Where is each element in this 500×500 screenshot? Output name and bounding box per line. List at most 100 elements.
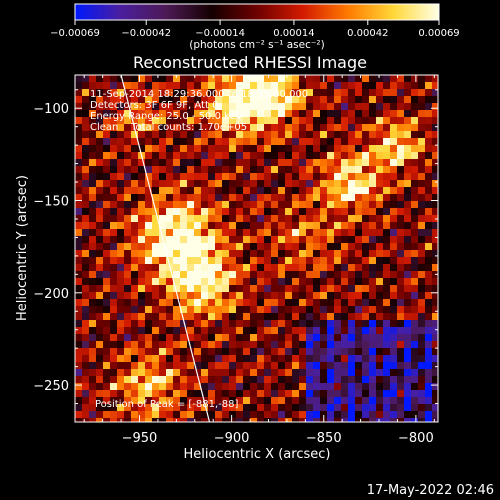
colorbar-tick-label: −0.00042 xyxy=(121,28,171,39)
heatmap-cell xyxy=(362,194,370,202)
heatmap-cell xyxy=(327,201,335,209)
heatmap-cell xyxy=(208,173,216,181)
heatmap-cell xyxy=(299,390,307,398)
heatmap-cell xyxy=(229,145,237,153)
heatmap-cell xyxy=(152,327,160,335)
heatmap-cell xyxy=(152,117,160,125)
heatmap-cell xyxy=(285,145,293,153)
heatmap-cell xyxy=(411,320,419,328)
heatmap-cell xyxy=(180,362,188,370)
heatmap-cell xyxy=(257,320,265,328)
heatmap-cell xyxy=(194,404,202,412)
heatmap-cell xyxy=(432,145,438,153)
heatmap-cell xyxy=(369,418,377,422)
heatmap-cell xyxy=(173,404,181,412)
heatmap-cell xyxy=(159,348,167,356)
heatmap-cell xyxy=(264,138,272,146)
heatmap-cell xyxy=(152,390,160,398)
heatmap-cell xyxy=(404,159,412,167)
heatmap-cell xyxy=(362,236,370,244)
heatmap-cell xyxy=(355,131,363,139)
heatmap-cell xyxy=(187,194,195,202)
heatmap-cell xyxy=(264,103,272,111)
heatmap-cell xyxy=(355,397,363,405)
heatmap-cell xyxy=(138,404,146,412)
heatmap-cell xyxy=(187,124,195,132)
heatmap-cell xyxy=(348,180,356,188)
heatmap-cell xyxy=(299,173,307,181)
heatmap-cell xyxy=(348,278,356,286)
heatmap-cell xyxy=(341,166,349,174)
heatmap-cell xyxy=(180,327,188,335)
heatmap-cell xyxy=(390,145,398,153)
heatmap-cell xyxy=(348,383,356,391)
heatmap-cell xyxy=(362,222,370,230)
heatmap-cell xyxy=(159,96,167,104)
heatmap-cell xyxy=(222,222,230,230)
heatmap-cell xyxy=(180,278,188,286)
heatmap-cell xyxy=(187,306,195,314)
heatmap-cell xyxy=(201,327,209,335)
heatmap-cell xyxy=(271,383,279,391)
heatmap-cell xyxy=(411,271,419,279)
heatmap-cell xyxy=(201,103,209,111)
heatmap-cell xyxy=(201,404,209,412)
heatmap-cell xyxy=(145,152,153,160)
heatmap-cell xyxy=(166,257,174,265)
heatmap-cell xyxy=(208,103,216,111)
heatmap-cell xyxy=(180,341,188,349)
heatmap-cell xyxy=(75,397,83,405)
heatmap-cell xyxy=(152,404,160,412)
colorbar-tick-label: 0.00069 xyxy=(418,28,459,39)
heatmap-cell xyxy=(124,145,132,153)
heatmap-cell xyxy=(334,411,342,419)
heatmap-cell xyxy=(257,327,265,335)
heatmap-cell xyxy=(145,222,153,230)
heatmap-cell xyxy=(383,236,391,244)
heatmap-cell xyxy=(271,82,279,90)
heatmap-cell xyxy=(96,215,104,223)
heatmap-cell xyxy=(145,320,153,328)
heatmap-cell xyxy=(250,180,258,188)
heatmap-cell xyxy=(425,264,433,272)
heatmap-cell xyxy=(299,362,307,370)
heatmap-cell xyxy=(285,369,293,377)
heatmap-cell xyxy=(271,390,279,398)
heatmap-cell xyxy=(131,201,139,209)
heatmap-cell xyxy=(159,215,167,223)
heatmap-cell xyxy=(264,89,272,97)
heatmap-cell xyxy=(383,110,391,118)
heatmap-cell xyxy=(103,180,111,188)
heatmap-cell xyxy=(173,313,181,321)
heatmap-cell xyxy=(82,355,90,363)
heatmap-cell xyxy=(383,264,391,272)
heatmap-cell xyxy=(236,145,244,153)
heatmap-cell xyxy=(313,383,321,391)
heatmap-cell xyxy=(75,166,83,174)
heatmap-cell xyxy=(166,376,174,384)
heatmap-cell xyxy=(390,257,398,265)
heatmap-cell xyxy=(355,320,363,328)
heatmap-cell xyxy=(390,369,398,377)
heatmap-cell xyxy=(96,194,104,202)
heatmap-cell xyxy=(208,418,216,422)
heatmap-cell xyxy=(96,103,104,111)
heatmap-cell xyxy=(278,348,286,356)
heatmap-cell xyxy=(222,215,230,223)
heatmap-cell xyxy=(117,348,125,356)
heatmap-cell xyxy=(145,292,153,300)
heatmap-cell xyxy=(187,299,195,307)
heatmap-cell xyxy=(208,411,216,419)
heatmap-cell xyxy=(250,110,258,118)
heatmap-cell xyxy=(159,327,167,335)
heatmap-cell xyxy=(75,285,83,293)
heatmap-cell xyxy=(131,131,139,139)
heatmap-cell xyxy=(215,299,223,307)
heatmap-cell xyxy=(152,264,160,272)
heatmap-cell xyxy=(173,285,181,293)
heatmap-cell xyxy=(285,229,293,237)
heatmap-cell xyxy=(264,313,272,321)
heatmap-cell xyxy=(271,131,279,139)
heatmap-cell xyxy=(229,243,237,251)
heatmap-cell xyxy=(306,124,314,132)
